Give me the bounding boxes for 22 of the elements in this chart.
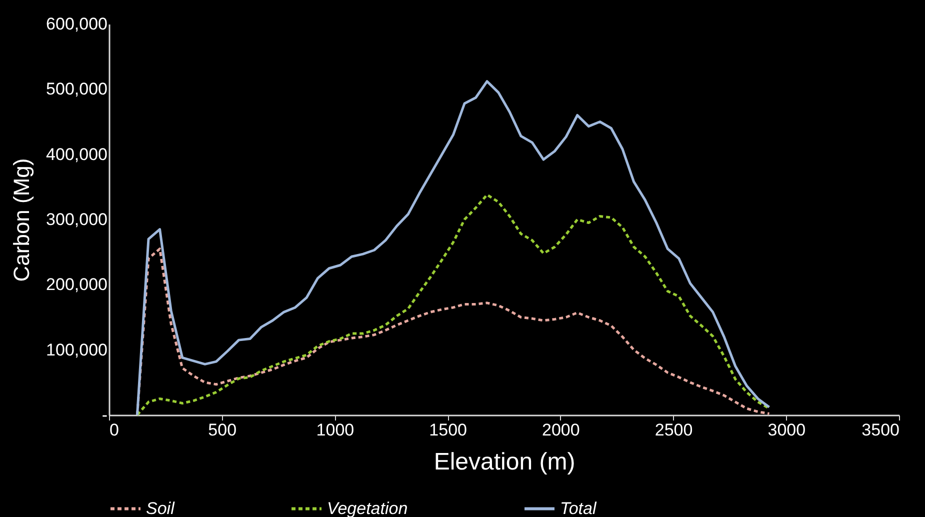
y-axis-title: Carbon (Mg) — [9, 158, 34, 282]
y-tick-label: 400,000 — [46, 144, 108, 164]
x-tick-label: 500 — [208, 420, 237, 440]
legend-label: Vegetation — [327, 498, 408, 517]
x-tick-label: 2000 — [542, 420, 580, 440]
x-axis-title: Elevation (m) — [434, 448, 576, 476]
y-tick-label: 600,000 — [46, 14, 108, 34]
y-tick-label: 300,000 — [46, 210, 108, 229]
y-tick-label: - — [102, 406, 108, 424]
y-tick-label: 100,000 — [46, 340, 108, 360]
x-tick-label: 1500 — [429, 420, 467, 440]
legend-label: Total — [560, 498, 598, 517]
line-series — [136, 80, 770, 416]
y-tick-label: 500,000 — [46, 80, 108, 99]
x-tick-label: 1000 — [316, 420, 354, 440]
y-tick-label: 200,000 — [46, 275, 108, 294]
x-tick-label: 3000 — [768, 420, 806, 440]
legend-label: Soil — [146, 498, 176, 517]
x-tick-label: 0 — [110, 420, 119, 440]
x-tick-label: 2500 — [654, 420, 693, 440]
line-series — [136, 193, 770, 416]
x-tick-label: 3500 — [862, 420, 900, 440]
